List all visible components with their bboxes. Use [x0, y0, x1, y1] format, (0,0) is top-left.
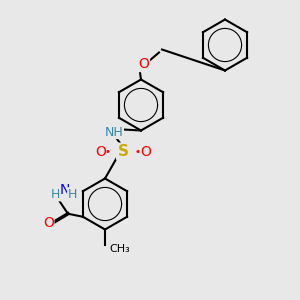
Text: CH₃: CH₃	[110, 244, 130, 254]
Text: NH: NH	[105, 125, 123, 139]
Text: H: H	[68, 188, 77, 201]
Text: O: O	[95, 145, 106, 158]
Text: O: O	[140, 145, 151, 158]
Text: N: N	[60, 183, 70, 197]
Text: O: O	[43, 216, 54, 230]
Text: O: O	[139, 58, 149, 71]
Text: S: S	[118, 144, 128, 159]
Text: H: H	[51, 188, 61, 201]
